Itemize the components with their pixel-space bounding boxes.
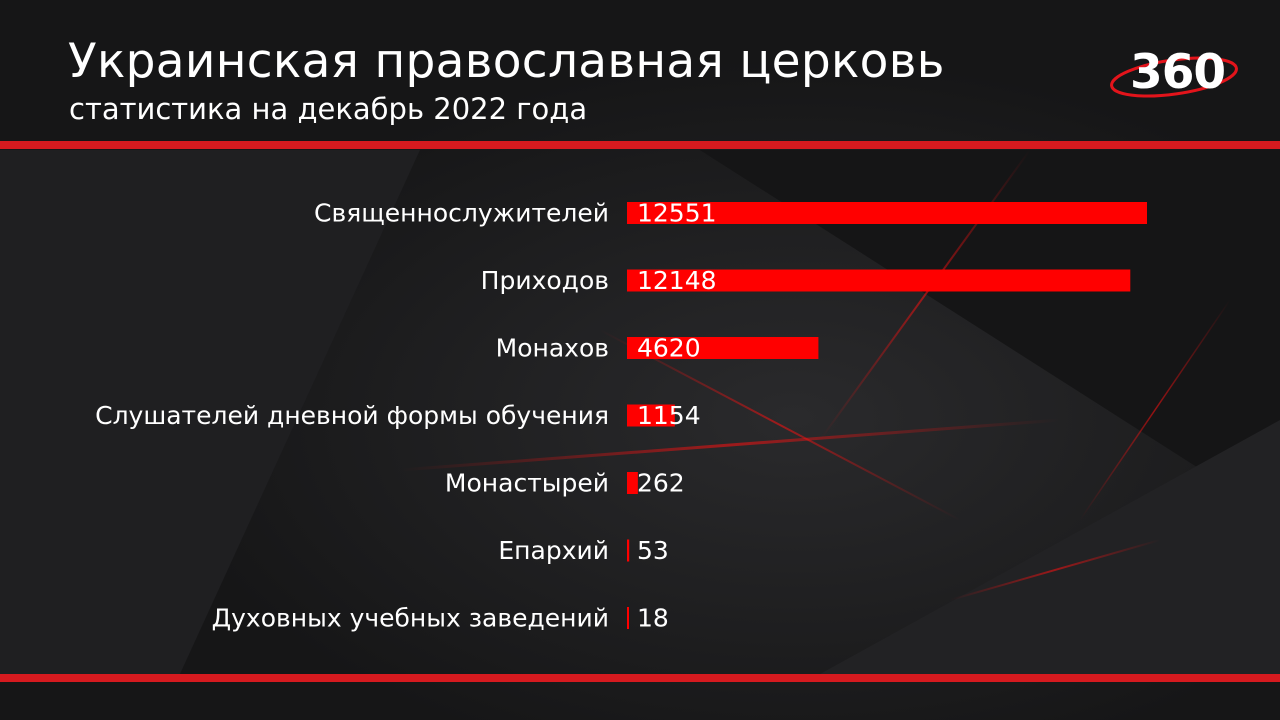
category-label: Монахов [496, 334, 609, 363]
category-label: Священнослужителей [314, 199, 609, 228]
chart-title: Украинская православная церковь [68, 34, 945, 89]
top-divider [0, 141, 1280, 149]
value-label: 53 [637, 536, 669, 565]
value-label: 262 [637, 469, 685, 498]
bar [627, 539, 630, 562]
value-label: 4620 [637, 334, 701, 363]
bar [627, 269, 1131, 292]
value-label: 12148 [637, 266, 717, 295]
category-label: Духовных учебных заведений [212, 604, 609, 633]
value-label: 12551 [637, 199, 717, 228]
category-label: Приходов [481, 266, 609, 295]
bar [627, 404, 675, 427]
logo-swoosh-icon [1110, 56, 1238, 98]
logo-360: 360 [1108, 44, 1248, 106]
bar [627, 202, 1147, 224]
bar [627, 472, 638, 494]
category-label: Епархий [498, 536, 609, 565]
chart-subtitle: статистика на декабрь 2022 года [69, 92, 588, 126]
category-label: Монастырей [445, 469, 609, 498]
category-label: Слушателей дневной формы обучения [95, 401, 609, 430]
bar [627, 337, 819, 359]
value-label: 18 [637, 604, 669, 633]
logo-text: 360 [1130, 45, 1226, 100]
value-label: 1154 [637, 401, 701, 430]
bottom-divider [0, 674, 1280, 682]
bar [627, 607, 629, 629]
